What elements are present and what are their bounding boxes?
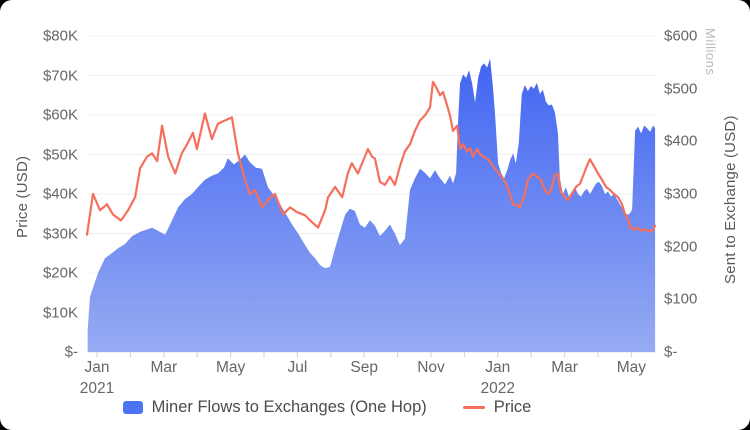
- x-axis-tick-label: Mar: [150, 359, 178, 376]
- right-axis-tick-label: $600: [664, 27, 698, 45]
- x-axis-tick-label: Mar: [551, 359, 578, 376]
- right-axis-tick-label: $300: [664, 185, 698, 203]
- left-axis-tick-label: $40K: [42, 185, 78, 203]
- area-swatch-icon: [122, 401, 143, 414]
- x-axis-tick-label: May: [215, 359, 246, 376]
- miner-flows-area-series: [87, 58, 656, 352]
- right-axis-tick-label: $100: [664, 290, 698, 308]
- legend-label-price: Price: [493, 398, 532, 416]
- x-axis-tick-label: Sep: [350, 359, 378, 376]
- left-axis-tick-label: $60K: [42, 106, 78, 124]
- left-axis-tick-label: $20K: [42, 264, 78, 282]
- left-axis-tick-label: $70K: [42, 67, 78, 84]
- x-axis-tick-label: Jul: [287, 359, 308, 376]
- left-axis-tick-label: $10K: [42, 304, 78, 321]
- right-axis-tick-label: $200: [664, 238, 698, 256]
- left-axis-tick-label: $50K: [42, 146, 78, 163]
- x-axis-tick-label: Jan 2022: [480, 359, 516, 397]
- legend-item-price[interactable]: Price: [462, 398, 532, 417]
- left-axis-tick-label: $80K: [42, 27, 78, 45]
- left-axis-tick-label: $-: [64, 343, 78, 361]
- right-axis-tick-label: $400: [664, 132, 698, 150]
- right-axis-tick-label: $-: [664, 343, 678, 361]
- x-axis-tick-label: May: [616, 359, 647, 376]
- right-axis-tick-label: $500: [664, 80, 698, 98]
- right-axis-title: Sent to Exchange (USD): [722, 115, 739, 285]
- price-line-series: [85, 80, 657, 236]
- x-axis-tick-label: Nov: [417, 359, 445, 376]
- chart-legend: Miner Flows to Exchanges (One Hop) Price: [0, 398, 702, 417]
- x-axis-tick-label: Jan 2021: [79, 359, 115, 397]
- left-axis-tick-label: $30K: [42, 225, 78, 242]
- legend-item-miner-flows[interactable]: Miner Flows to Exchanges (One Hop): [122, 398, 427, 417]
- right-axis-unit-label: Millions: [703, 28, 718, 76]
- line-swatch-icon: [462, 406, 485, 409]
- legend-label-miner-flows: Miner Flows to Exchanges (One Hop): [151, 398, 427, 416]
